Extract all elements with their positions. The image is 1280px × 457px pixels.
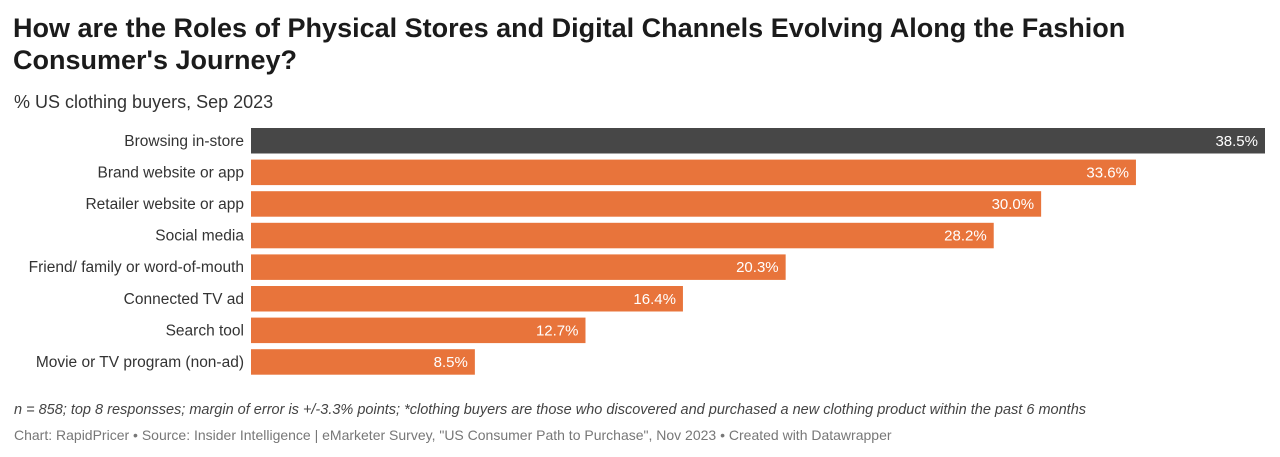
value-label: 28.2% [944,228,987,245]
category-label: Social media [155,228,244,245]
bar [251,159,1136,186]
category-label: Movie or TV program (non-ad) [36,354,244,371]
value-label: 20.3% [736,259,779,276]
category-label: Friend/ family or word-of-mouth [29,259,244,276]
bar [251,222,994,249]
value-label: 16.4% [633,291,676,308]
bar [251,191,1042,217]
chart-credit: Chart: RapidPricer • Source: Insider Int… [14,427,892,443]
chart-subtitle: % US clothing buyers, Sep 2023 [14,92,274,112]
bar [251,286,683,312]
chart-title: How are the Roles of Physical Stores and… [13,13,1126,75]
value-label: 12.7% [536,322,579,339]
category-label: Retailer website or app [85,196,244,213]
category-label: Search tool [166,322,244,339]
value-label: 8.5% [434,354,468,371]
bar [251,317,586,344]
bar [251,349,475,375]
category-label: Brand website or app [98,164,244,181]
category-label: Browsing in-store [124,133,244,150]
bar [251,254,786,280]
category-label: Connected TV ad [124,291,244,308]
value-label: 30.0% [992,196,1035,213]
value-label: 38.5% [1215,133,1258,150]
value-label: 33.6% [1086,164,1129,181]
bar [251,128,1265,154]
bar-chart: Browsing in-store 38.5% Brand website or a… [29,128,1265,375]
footnote: n = 858; top 8 responsses; margin of err… [14,402,1087,418]
